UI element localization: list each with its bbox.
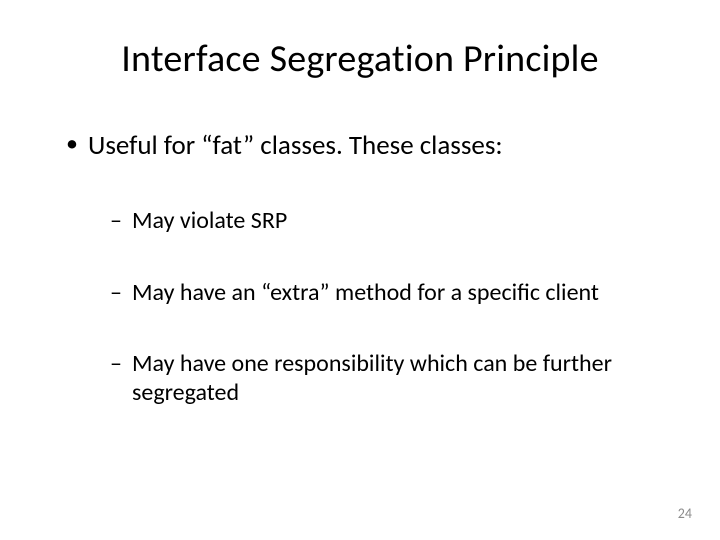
bullet-level2: May violate SRP bbox=[110, 206, 672, 235]
page-number: 24 bbox=[678, 505, 692, 522]
slide-title: Interface Segregation Principle bbox=[48, 36, 672, 82]
slide: Interface Segregation Principle Useful f… bbox=[0, 0, 720, 540]
bullet-level1: Useful for “fat” classes. These classes: bbox=[66, 130, 672, 162]
bullet-level2: May have an “extra” method for a specifi… bbox=[110, 278, 672, 307]
bullet-level2: May have one responsibility which can be… bbox=[110, 349, 672, 408]
